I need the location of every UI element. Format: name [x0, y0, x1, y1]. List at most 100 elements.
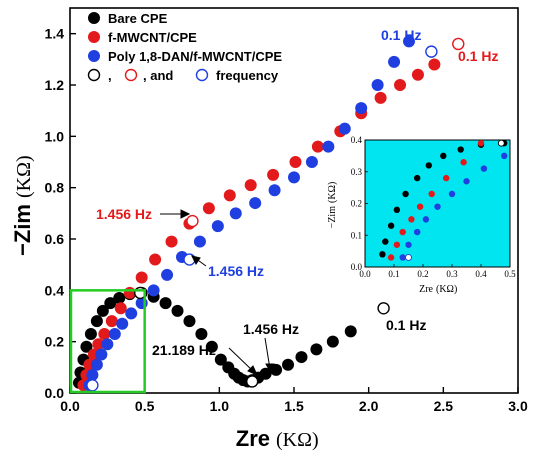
x-tick-label: 0.5 — [135, 398, 155, 414]
inset-point-poly — [434, 203, 441, 210]
point-bare — [259, 367, 272, 380]
point-poly — [101, 338, 114, 351]
point-fmwcnt — [428, 58, 441, 71]
point-fmwcnt — [114, 302, 127, 315]
point-poly — [288, 171, 300, 184]
y-tick-label: 1.4 — [45, 26, 65, 42]
point-poly — [355, 102, 368, 115]
inset-y-title: −Zim — [327, 206, 338, 229]
inset: 0.0 0.1 0.2 0.3 0.4 0.5 0.0 0.1 0.2 0.3 0.4 Zre (… — [327, 135, 516, 295]
inset-point-bare — [393, 206, 401, 214]
point-poly — [147, 284, 160, 297]
x-axis-title: Zre — [236, 426, 270, 451]
point-poly — [268, 184, 281, 197]
frequency-markers — [86, 37, 465, 392]
point-bare — [214, 353, 227, 366]
inset-point-fmwcnt — [460, 159, 467, 166]
legend-open-marker-bare — [87, 68, 101, 82]
inset-point-fmwcnt — [443, 174, 450, 182]
x-tick-label: 1.0 — [210, 398, 230, 414]
freq-marker-poly — [425, 45, 438, 58]
point-poly — [322, 140, 335, 153]
legend-label-fmwcnt: f-MWCNT/CPE — [108, 30, 197, 45]
inset-point-fmwcnt — [408, 216, 415, 223]
point-fmwcnt — [165, 235, 178, 248]
point-bare — [90, 315, 103, 328]
x-tick-label: 2.0 — [359, 398, 379, 414]
point-poly — [229, 207, 242, 220]
point-fmwcnt — [244, 179, 257, 192]
inset-point-bare — [387, 222, 395, 229]
annotation-poly-1.456hz: 1.456 Hz — [208, 263, 264, 279]
inset-y-tick-label: 0.3 — [351, 167, 363, 177]
freq-marker-bare — [245, 375, 259, 388]
point-bare — [80, 340, 93, 353]
legend-label-poly: Poly 1,8-DAN/f-MWCNT/CPE — [108, 49, 282, 64]
legend-comma-and: , and — [143, 68, 173, 83]
y-tick-label: 1.0 — [45, 128, 65, 144]
annotation-bare-0.1hz: 0.1 Hz — [386, 317, 426, 333]
inset-y-tick-label: 0.0 — [351, 262, 363, 272]
inset-point-bare — [379, 251, 386, 258]
annotation-bare-21.189hz: 21.189 Hz — [152, 342, 216, 358]
y-tick-label: 0.0 — [45, 385, 65, 401]
point-poly — [338, 122, 351, 135]
y-axis-unit: (KΩ) — [13, 155, 35, 198]
point-bare — [159, 297, 172, 310]
point-poly — [95, 348, 108, 361]
y-tick-label: 0.6 — [45, 231, 65, 247]
inset-y-tick-label: 0.4 — [351, 135, 363, 145]
legend-marker-bare — [88, 12, 100, 24]
y-axis-title-group: −Zim (KΩ) — [10, 155, 35, 256]
point-bare — [326, 335, 339, 348]
inset-point-fmwcnt — [416, 203, 424, 210]
x-tick-label: 1.5 — [284, 398, 304, 414]
point-bare — [183, 315, 196, 328]
legend-marker-poly — [88, 50, 100, 62]
inset-point-bare — [440, 152, 447, 160]
y-axis-title: −Zim — [10, 204, 35, 256]
point-fmwcnt — [394, 79, 407, 91]
legend-label-frequency: frequency — [216, 68, 279, 83]
freq-marker-fmwcnt — [186, 214, 199, 228]
y-tick-label: 1.2 — [45, 77, 65, 93]
point-poly — [161, 268, 174, 281]
inset-point-poly — [414, 228, 421, 236]
annotation-bare-1.456hz: 1.456 Hz — [243, 321, 299, 337]
point-fmwcnt — [289, 156, 302, 168]
point-bare — [84, 327, 97, 340]
y-tick-label: 0.2 — [45, 334, 65, 350]
point-poly — [305, 156, 318, 168]
inset-y-title-group: −Zim (KΩ) — [327, 182, 338, 229]
freq-marker-bare — [377, 302, 390, 315]
inset-y-unit: (KΩ) — [327, 182, 338, 203]
point-fmwcnt — [202, 202, 215, 215]
point-fmwcnt — [374, 91, 387, 104]
inset-point-poly — [448, 190, 456, 198]
legend: Bare CPE f-MWCNT/CPE Poly 1,8-DAN/f-MWCN… — [87, 11, 282, 83]
point-fmwcnt — [135, 271, 148, 284]
point-bare — [295, 351, 308, 364]
inset-point-fmwcnt — [387, 254, 395, 261]
inset-points — [379, 139, 508, 261]
x-axis-unit: (KΩ) — [276, 429, 319, 451]
inset-x-ticks: 0.0 0.1 0.2 0.3 0.4 0.5 — [359, 264, 516, 279]
point-poly — [125, 307, 138, 320]
point-poly — [108, 327, 121, 340]
point-fmwcnt — [105, 315, 118, 328]
inset-point-poly — [480, 165, 488, 172]
inset-freq-marker-bare — [497, 139, 505, 147]
inset-freq-marker-poly — [405, 254, 412, 261]
inset-y-tick-label: 0.2 — [351, 199, 362, 209]
inset-x-tick-label: 0.1 — [388, 269, 399, 279]
point-poly — [371, 79, 384, 91]
point-fmwcnt — [311, 140, 324, 153]
point-poly — [90, 358, 103, 371]
legend-open-marker-poly — [195, 68, 209, 82]
point-bare — [96, 304, 109, 317]
x-axis-ticks: 0.0 0.5 1.0 1.5 2.0 2.5 3.0 — [60, 387, 528, 414]
point-poly — [388, 55, 401, 68]
y-tick-label: 0.8 — [45, 180, 65, 196]
point-poly — [116, 317, 129, 330]
point-bare — [113, 292, 126, 305]
